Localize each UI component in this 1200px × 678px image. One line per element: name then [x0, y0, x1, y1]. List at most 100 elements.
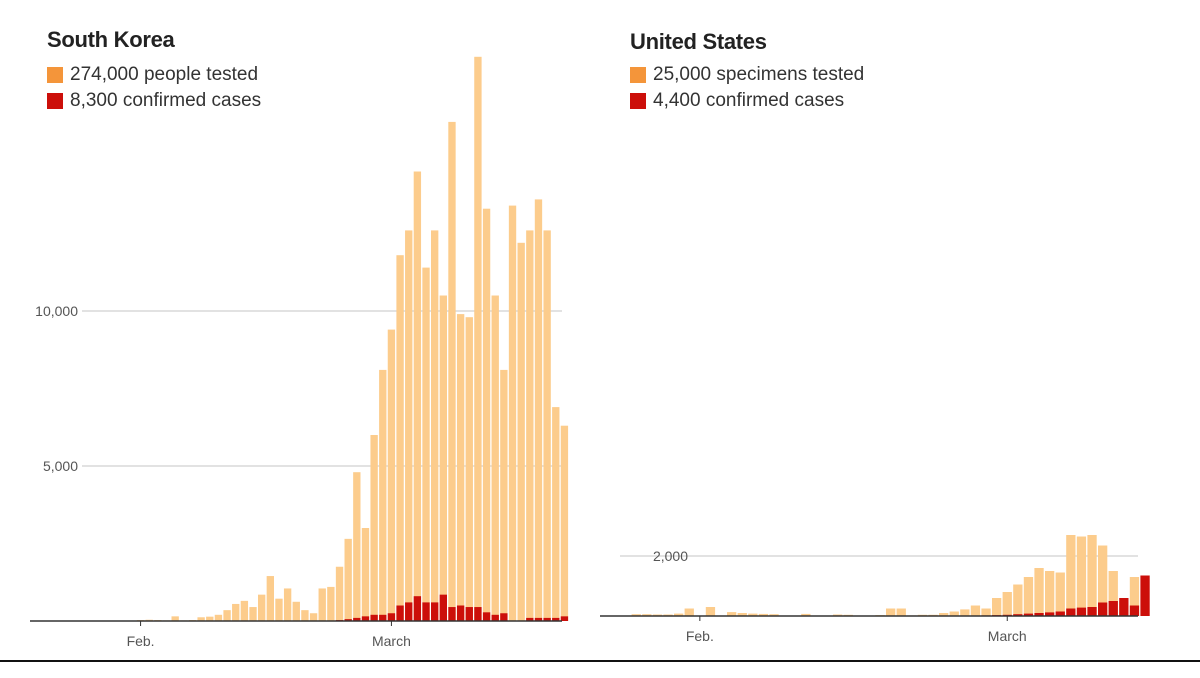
legend-swatch-tested — [630, 67, 646, 83]
bar-tested — [631, 614, 641, 616]
bar-cases — [405, 602, 413, 621]
legend-item-cases: 8,300 confirmed cases — [47, 88, 261, 114]
bar-tested — [737, 613, 747, 616]
bar-tested — [327, 586, 335, 621]
bar-tested — [206, 616, 214, 621]
bar-cases — [1108, 601, 1118, 616]
bar-tested — [1108, 571, 1118, 616]
legend-item-cases: 4,400 confirmed cases — [630, 88, 864, 114]
bar-tested — [223, 610, 231, 621]
bar-cases — [465, 607, 473, 621]
bar-tested — [642, 614, 652, 616]
bar-tested — [1002, 592, 1012, 616]
bar-cases — [526, 617, 534, 621]
bar-tested — [491, 295, 499, 621]
bar-cases — [422, 602, 430, 621]
bar-tested — [318, 588, 326, 621]
bar-tested — [543, 230, 551, 621]
bar-tested — [500, 369, 508, 621]
bar-tested — [992, 598, 1002, 616]
bar-cases — [1076, 607, 1087, 616]
bar-cases — [1013, 614, 1023, 616]
bar-cases — [1119, 598, 1129, 616]
bar-tested — [748, 613, 758, 616]
bar-cases — [379, 614, 387, 621]
bar-tested — [560, 425, 569, 621]
bar-cases — [361, 616, 370, 621]
bar-tested — [886, 608, 896, 616]
bar-tested — [335, 566, 344, 621]
chart-panel-south-korea: 5,000 10,000 Feb. March South Korea 274,000… — [0, 0, 600, 677]
bar-tested — [197, 617, 205, 621]
bar-cases — [456, 605, 465, 621]
bar-tested — [456, 314, 465, 621]
bar-tested — [1066, 535, 1076, 616]
bar-cases — [474, 607, 482, 621]
bar-tested — [769, 614, 779, 616]
bar-tested — [1023, 577, 1034, 616]
bar-cases — [1034, 613, 1044, 616]
x-tick-label: March — [372, 633, 411, 649]
bar-tested — [292, 601, 300, 621]
bar-tested — [981, 608, 991, 616]
bar-cases — [560, 616, 569, 621]
bar-tested — [448, 121, 456, 622]
chart-panel-united-states: 2,000 Feb. March United States 25,000 spec… — [600, 0, 1200, 677]
bar-tested — [422, 267, 430, 621]
bar-tested — [674, 613, 684, 616]
bar-tested — [266, 576, 274, 621]
bar-tested — [258, 594, 266, 621]
bar-tested — [1013, 584, 1023, 616]
legend-swatch-cases — [47, 93, 63, 109]
bar-tested — [1076, 536, 1087, 616]
legend-label-tested: 25,000 specimens tested — [653, 64, 865, 85]
bar-cases — [543, 617, 551, 621]
bar-tested — [1087, 535, 1097, 616]
bar-cases — [1045, 612, 1055, 616]
legend-swatch-cases — [630, 93, 646, 109]
bar-tested — [405, 230, 413, 621]
bar-tested — [1129, 577, 1140, 616]
bar-tested — [1045, 571, 1055, 616]
bar-tested — [552, 407, 560, 621]
bar-tested — [508, 205, 517, 621]
legend-label-cases: 4,400 confirmed cases — [653, 90, 845, 111]
bar-tested — [465, 317, 473, 621]
legend-label-cases: 8,300 confirmed cases — [70, 90, 262, 111]
legend-item-tested: 274,000 people tested — [47, 62, 261, 88]
bar-cases — [353, 617, 361, 621]
bar-tested — [301, 610, 309, 621]
bar-tested — [517, 242, 525, 622]
bar-tested — [283, 588, 292, 621]
bar-tested — [275, 598, 283, 621]
bar-tested — [361, 528, 370, 621]
bar-tested — [439, 295, 447, 621]
bar-tested — [939, 613, 949, 616]
bottom-divider — [0, 660, 1200, 678]
bar-cases — [387, 613, 396, 621]
y-tick-label: 2,000 — [653, 548, 688, 564]
chart-united-states: 2,000 Feb. March — [600, 535, 1150, 644]
bar-tested — [387, 329, 396, 621]
bar-cases — [431, 602, 439, 621]
bar-cases — [500, 613, 508, 621]
bar-tested — [396, 255, 404, 621]
bar-tested — [1055, 572, 1065, 616]
bar-cases — [413, 596, 422, 621]
y-tick-label: 5,000 — [43, 458, 78, 474]
x-tick-label: March — [988, 628, 1027, 644]
bar-cases — [1066, 608, 1076, 616]
bar-tested — [801, 613, 811, 616]
bar-tested — [353, 472, 361, 621]
bar-tested — [534, 199, 543, 621]
bar-tested — [684, 608, 694, 616]
bar-tested — [431, 230, 439, 621]
bar-tested — [705, 607, 716, 616]
y-tick-label: 10,000 — [35, 303, 78, 319]
legend-item-tested: 25,000 specimens tested — [630, 62, 864, 88]
bar-tested — [727, 612, 737, 616]
bar-tested — [758, 613, 769, 616]
bar-cases — [344, 619, 352, 621]
bar-tested — [1098, 545, 1108, 616]
bar-cases — [1129, 605, 1140, 616]
